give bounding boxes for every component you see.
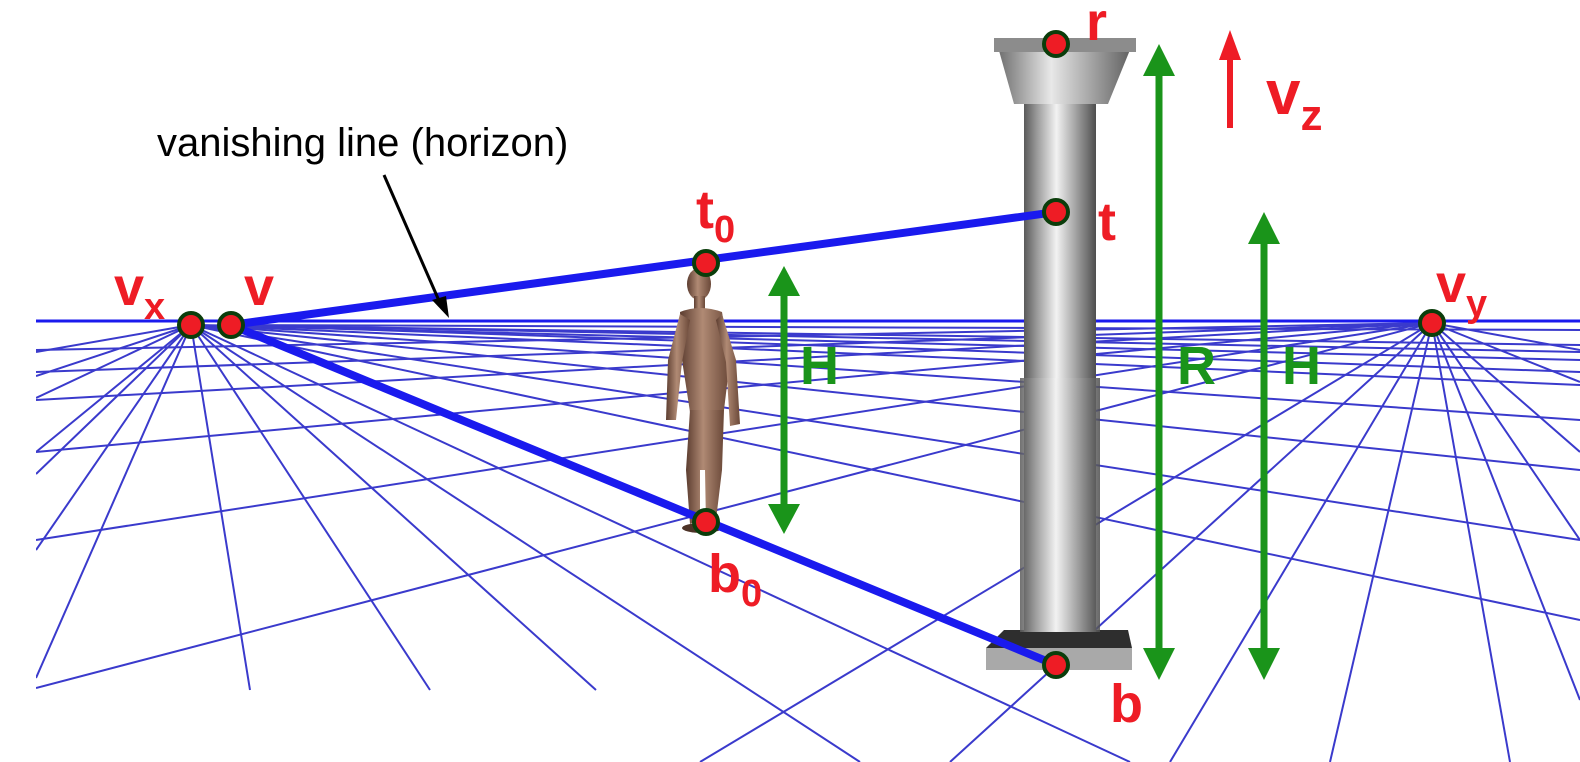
label-b0: b0	[708, 544, 762, 615]
label-vz: vz	[1266, 59, 1322, 140]
grid-ray-right	[1431, 322, 1580, 351]
grid-ray-right	[1169, 322, 1433, 762]
column-capital	[996, 40, 1134, 104]
grid-ray-right	[1431, 322, 1580, 701]
grid-ray-left	[190, 324, 1580, 471]
point-v	[217, 311, 245, 339]
grid-ray-right	[1329, 322, 1433, 762]
arrow-h-reference	[1248, 212, 1280, 680]
construction-lines	[227, 208, 1060, 669]
arrow-r-column	[1143, 44, 1175, 680]
grid-ray-right	[1431, 322, 1511, 762]
label-vy: vy	[1436, 254, 1487, 325]
grid-ray-right	[36, 322, 1433, 689]
grid-ray-left	[190, 324, 431, 691]
line-v-to-b	[227, 321, 1060, 669]
label-vx: vx	[114, 257, 165, 328]
grid-ray-right	[1431, 322, 1580, 453]
grid-ray-right	[949, 322, 1433, 762]
figure-right-arm	[716, 314, 740, 426]
figure-neck	[694, 296, 705, 310]
label-r-column: R	[1177, 336, 1216, 396]
grid-ray-left	[36, 324, 192, 551]
grid-ray-left	[190, 324, 861, 762]
horizon-label: vanishing line (horizon)	[157, 121, 568, 165]
grid-ray-v	[230, 324, 1580, 373]
grid-ray-v	[230, 324, 1580, 353]
measurement-arrows	[768, 44, 1280, 680]
figure-torso	[680, 308, 730, 412]
grid-ray-left	[36, 324, 192, 399]
grid-ray-left	[190, 324, 1580, 541]
label-b: b	[1110, 674, 1143, 734]
label-v: v	[244, 257, 274, 317]
label-r: r	[1086, 0, 1107, 52]
point-vx	[177, 311, 205, 339]
grid-ray-left	[190, 324, 1580, 621]
horizon-label-pointer	[382, 174, 442, 304]
point-b0	[692, 508, 720, 536]
grid-ray-left	[36, 324, 192, 353]
grid-ray-right	[1431, 322, 1580, 541]
line-v-to-t	[227, 208, 1060, 329]
ground-grid	[36, 322, 1580, 762]
grid-ray-left	[190, 324, 251, 691]
figure-legs	[686, 410, 724, 524]
grid-ray-left	[36, 324, 192, 453]
grid-ray-left	[36, 324, 192, 377]
person-figure	[666, 268, 740, 533]
figure-left-arm	[666, 314, 690, 420]
column-shaft-lower	[1020, 378, 1100, 632]
grid-ray-left	[190, 324, 1131, 762]
column	[986, 38, 1136, 670]
arrow-h-person	[768, 266, 800, 534]
grid-ray-right	[36, 322, 1433, 351]
point-t0	[692, 249, 720, 277]
vz-arrow	[1219, 30, 1241, 128]
label-t0: t0	[696, 180, 735, 251]
grid-ray-right	[1431, 322, 1580, 383]
point-b	[1042, 651, 1070, 679]
grid-ray-right	[36, 322, 1433, 373]
label-h-person: H	[800, 336, 839, 396]
grid-ray-v	[230, 324, 1580, 331]
label-h-reference: H	[1282, 336, 1321, 396]
label-t: t	[1098, 192, 1116, 252]
grid-ray-left	[190, 324, 1580, 386]
grid-ray-left	[190, 324, 597, 691]
grid-ray-left	[36, 324, 192, 679]
point-vy	[1418, 309, 1446, 337]
point-t	[1042, 198, 1070, 226]
points	[177, 30, 1446, 679]
horizon-label-arrowhead	[432, 296, 449, 318]
column-base-top	[986, 630, 1132, 648]
point-r	[1042, 30, 1070, 58]
